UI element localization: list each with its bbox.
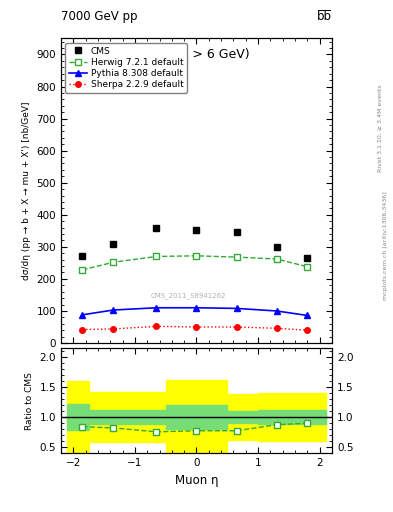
CMS [80,253,85,259]
Herwig 7.2.1 default [234,254,239,260]
Text: CMS_2011_S8941262: CMS_2011_S8941262 [151,292,226,299]
Herwig 7.2.1 default [305,264,310,270]
CMS [194,227,199,233]
Line: CMS: CMS [79,225,311,262]
Herwig 7.2.1 default [154,253,159,260]
CMS [234,229,239,235]
Sherpa 2.2.9 default [194,324,199,330]
Herwig 7.2.1 default [194,253,199,259]
Sherpa 2.2.9 default [111,326,116,332]
Herwig 7.2.1 default [80,267,85,273]
Sherpa 2.2.9 default [80,327,85,333]
Line: Pythia 8.308 default: Pythia 8.308 default [79,304,311,319]
Text: b̅b̅: b̅b̅ [317,10,332,23]
CMS [111,241,116,247]
Y-axis label: Ratio to CMS: Ratio to CMS [25,372,34,430]
CMS [305,255,310,261]
Sherpa 2.2.9 default [154,323,159,329]
Sherpa 2.2.9 default [305,327,310,333]
Pythia 8.308 default [80,312,85,318]
Legend: CMS, Herwig 7.2.1 default, Pythia 8.308 default, Sherpa 2.2.9 default: CMS, Herwig 7.2.1 default, Pythia 8.308 … [65,43,187,93]
Text: 7000 GeV pp: 7000 GeV pp [61,10,138,23]
Line: Herwig 7.2.1 default: Herwig 7.2.1 default [79,252,311,273]
CMS [274,244,279,250]
Herwig 7.2.1 default [111,259,116,265]
Pythia 8.308 default [111,307,116,313]
Sherpa 2.2.9 default [234,324,239,330]
Pythia 8.308 default [154,305,159,311]
X-axis label: Muon η: Muon η [175,474,218,486]
Text: mcplots.cern.ch [arXiv:1306.3436]: mcplots.cern.ch [arXiv:1306.3436] [383,191,387,300]
Text: ηℓ (pTμ > 6 GeV): ηℓ (pTμ > 6 GeV) [143,48,250,60]
Pythia 8.308 default [234,305,239,311]
Line: Sherpa 2.2.9 default: Sherpa 2.2.9 default [80,324,310,333]
Pythia 8.308 default [274,308,279,314]
Text: Rivet 3.1.10, ≥ 3.4M events: Rivet 3.1.10, ≥ 3.4M events [378,84,383,172]
Herwig 7.2.1 default [274,256,279,262]
Sherpa 2.2.9 default [274,325,279,331]
CMS [154,225,159,231]
Y-axis label: dσ/dη (pp → b + X → mu + X') [nb/GeV]: dσ/dη (pp → b + X → mu + X') [nb/GeV] [22,101,31,280]
Pythia 8.308 default [305,312,310,318]
Pythia 8.308 default [194,305,199,311]
